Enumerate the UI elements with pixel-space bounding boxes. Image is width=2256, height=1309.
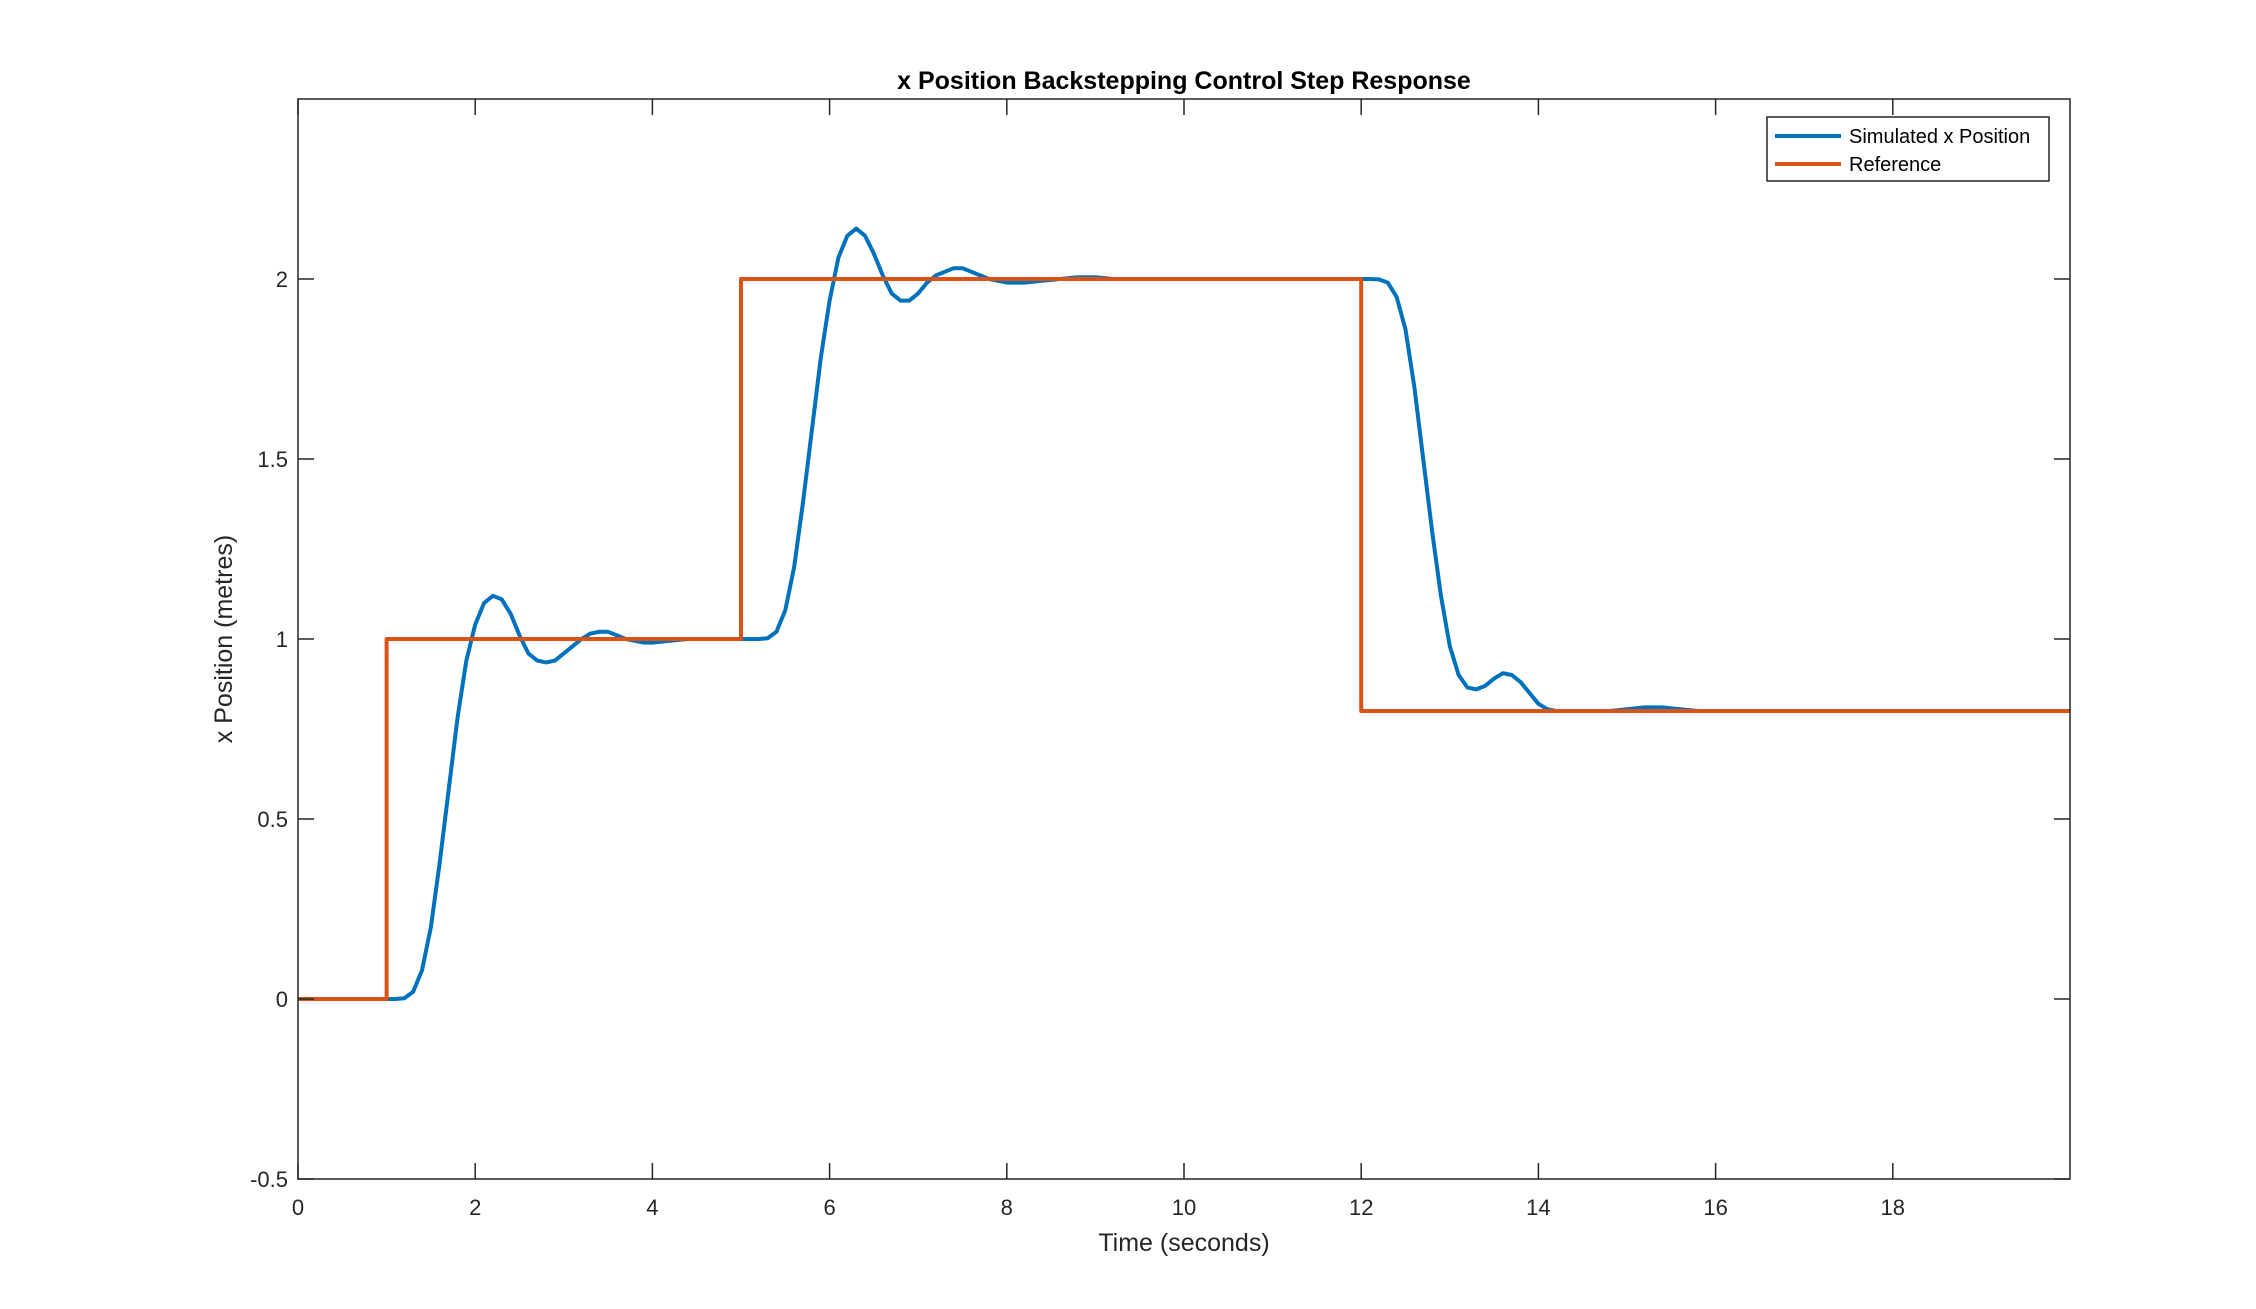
y-tick-label: 2 xyxy=(276,267,288,292)
x-axis-label: Time (seconds) xyxy=(1098,1229,1269,1257)
y-tick-label: 1 xyxy=(276,627,288,652)
x-tick-label: 0 xyxy=(292,1195,304,1220)
x-tick-label: 2 xyxy=(469,1195,481,1220)
axes-layer: 0 2 4 6 8 10 12 14 16 18-0.500.511.52 xyxy=(250,98,2071,1220)
y-tick-label: -0.5 xyxy=(250,1167,288,1192)
x-tick-label: 12 xyxy=(1349,1195,1373,1220)
x-tick-label: 4 xyxy=(646,1195,658,1220)
plot-layer xyxy=(298,99,2070,1179)
legend: Simulated x Position Reference xyxy=(1766,116,2050,182)
legend-box xyxy=(1766,116,2050,182)
x-tick-label: 10 xyxy=(1172,1195,1196,1220)
y-tick-label: 1.5 xyxy=(257,447,288,472)
x-tick-label: 16 xyxy=(1703,1195,1727,1220)
x-tick-label: 18 xyxy=(1881,1195,1905,1220)
chart-title: x Position Backstepping Control Step Res… xyxy=(897,67,1471,95)
y-tick-label: 0 xyxy=(276,987,288,1012)
x-tick-label: 6 xyxy=(823,1195,835,1220)
y-axis-label: x Position (metres) xyxy=(210,535,238,743)
series-line-1 xyxy=(298,277,2070,1001)
legend-label: Simulated x Position xyxy=(1849,126,2030,148)
legend-label: Reference xyxy=(1849,154,1941,176)
y-tick-label: 0.5 xyxy=(257,807,288,832)
x-tick-label: 14 xyxy=(1526,1195,1550,1220)
x-tick-label: 8 xyxy=(1001,1195,1013,1220)
